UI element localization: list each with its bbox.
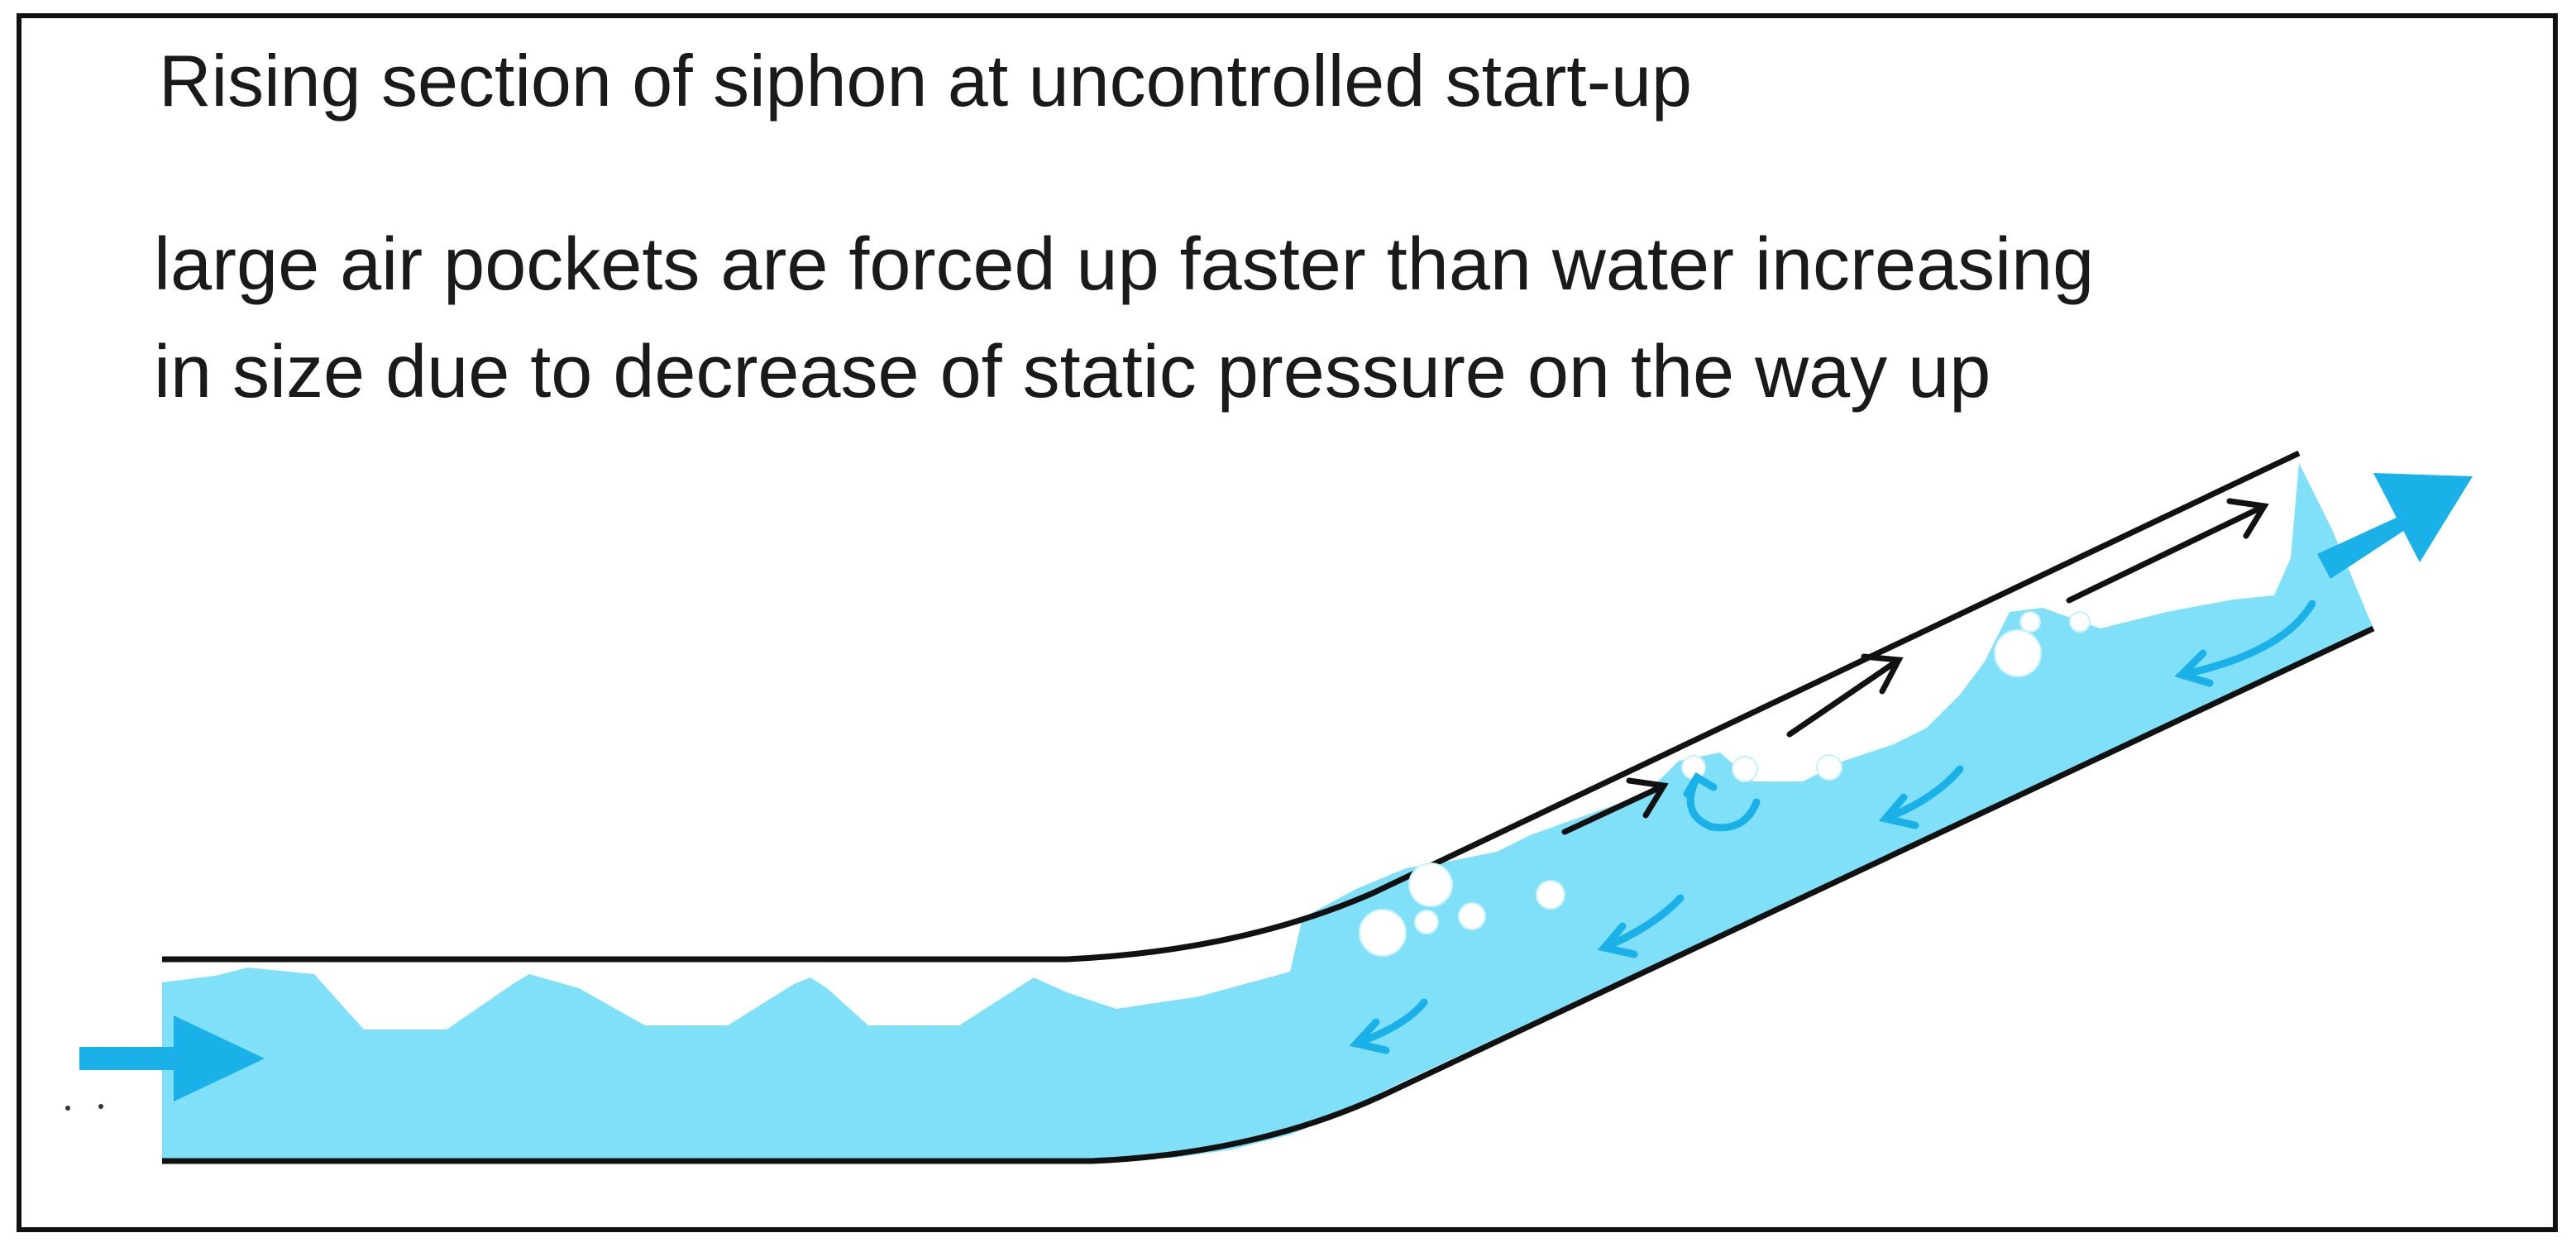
backflow-arrow-4-head [2174,649,2214,687]
air-arrow-2 [1786,657,1902,738]
backflow-arrows [1349,600,2316,1054]
outflow-arrow [2317,473,2473,579]
backflow-arrow-4 [2177,600,2316,679]
pipe-wall-top [162,450,2301,963]
air-arrow-1-head [1626,777,1669,819]
air-arrow-2-head [1861,653,1904,695]
backflow-arrow-2-head [1597,922,1638,958]
air-pocket-arrows [1561,498,2269,835]
backflow-arrow-1-head [1349,1018,1390,1054]
water-body [162,463,2373,1161]
description-line-1: large air pockets are forced up faster t… [154,223,2095,306]
inflow-arrow [79,1015,265,1101]
air-arrow-3-head [2226,498,2269,539]
diagram-title: Rising section of siphon at uncontrolled… [159,40,1692,122]
air-bubbles [1359,611,2091,957]
backflow-arrow-3-head [1878,793,1919,829]
air-arrow-1 [1561,782,1667,835]
stray-dots [65,1104,103,1111]
backflow-arrow-1 [1352,998,1428,1048]
swirl-arrow-head [1683,772,1718,798]
swirl-arrow [1686,773,1761,832]
backflow-arrow-2 [1600,894,1685,952]
description-line-2: in size due to decrease of static pressu… [154,331,1991,413]
pipe-wall-bottom [162,625,2375,1164]
air-arrow-3 [2066,503,2268,604]
backflow-arrow-3 [1881,765,1964,823]
